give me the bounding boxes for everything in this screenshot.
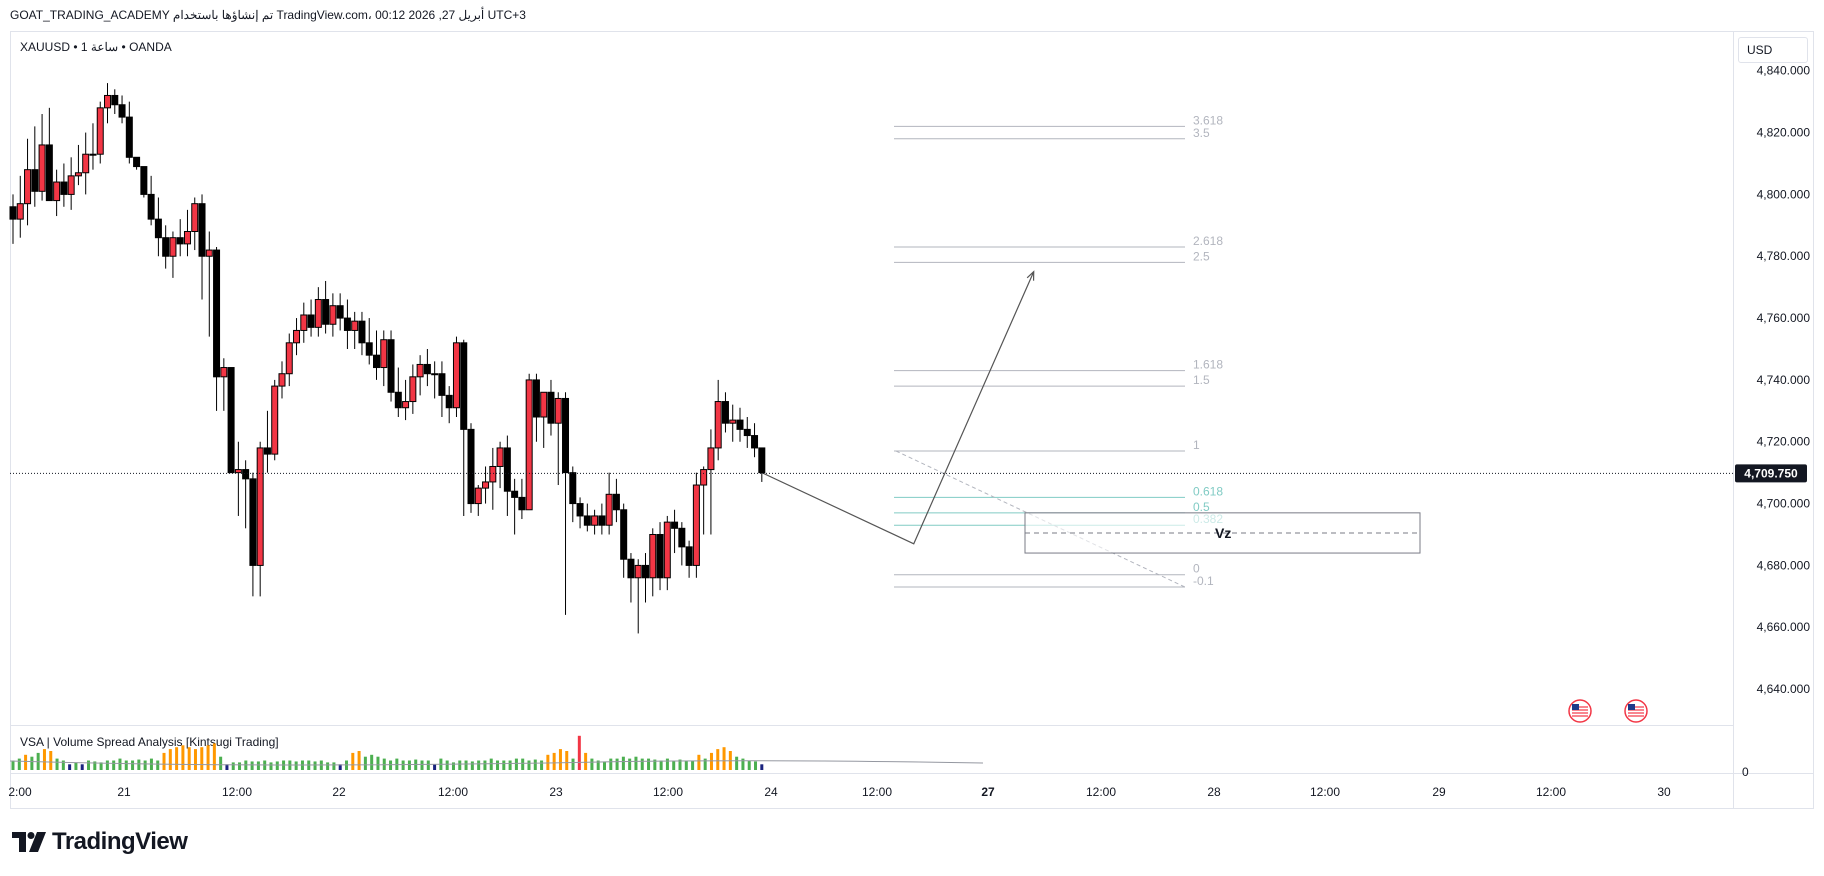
symbol-legend[interactable]: XAUUSD • 1 ساعة • OANDA (20, 40, 172, 54)
chart-header-line: GOAT_TRADING_ACADEMY تم إنشاؤها باستخدام… (10, 8, 526, 22)
time-axis-border (10, 773, 1814, 774)
indicator-legend[interactable]: VSA | Volume Spread Analysis [Kintsugi T… (20, 735, 279, 749)
tradingview-logo[interactable]: TradingView (12, 828, 188, 856)
pane-separator[interactable] (10, 725, 1733, 726)
tradingview-logo-icon (12, 832, 46, 852)
price-axis-border (1733, 31, 1734, 809)
chart-frame (10, 31, 1814, 809)
currency-button[interactable]: USD (1738, 37, 1808, 63)
tradingview-logo-text: TradingView (52, 828, 188, 855)
